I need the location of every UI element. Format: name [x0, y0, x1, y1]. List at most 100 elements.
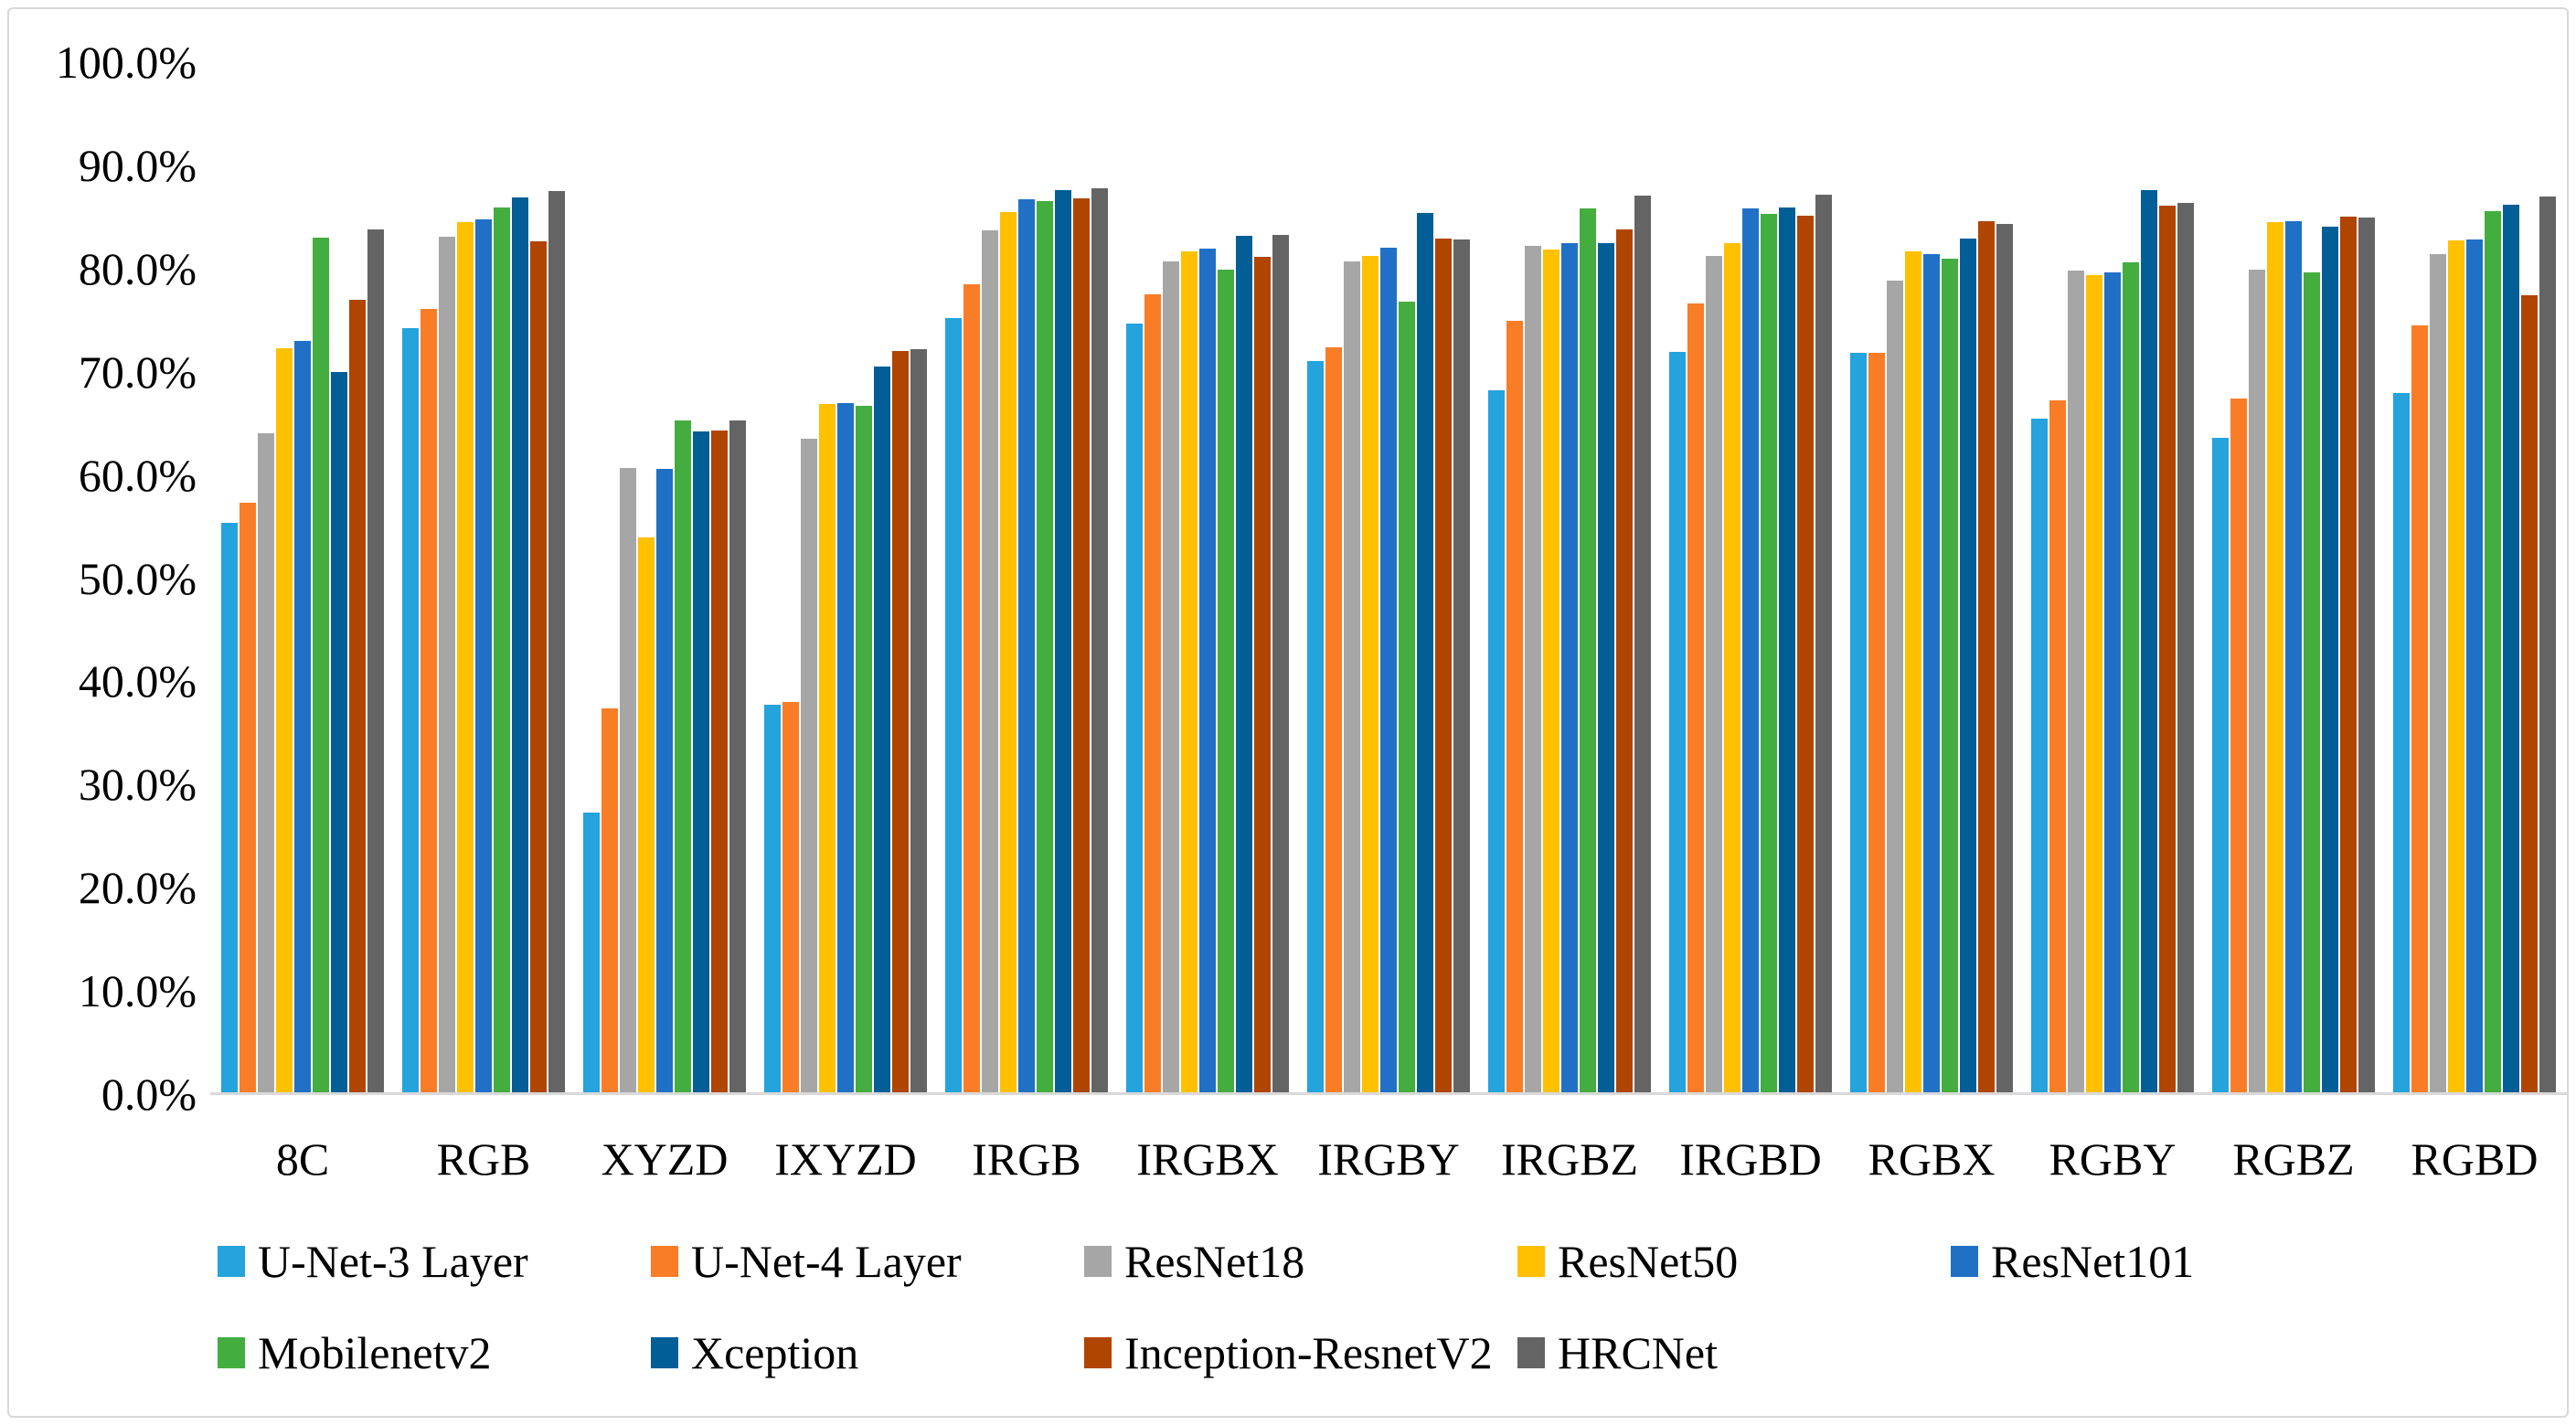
bar-group-irgby — [1298, 62, 1479, 1094]
legend-item: ResNet101 — [1951, 1236, 2384, 1287]
bar — [240, 503, 256, 1094]
bar — [2230, 399, 2247, 1094]
legend-swatch-icon — [218, 1337, 245, 1368]
legend-swatch-icon — [651, 1246, 678, 1277]
bar-group-rgby — [2022, 62, 2203, 1094]
bar — [782, 701, 799, 1094]
x-axis-line — [210, 1092, 2567, 1095]
bar — [2177, 202, 2194, 1094]
bar — [2466, 239, 2483, 1094]
bar — [601, 707, 618, 1094]
bar — [475, 218, 492, 1094]
bar — [638, 537, 655, 1094]
bar — [1181, 250, 1198, 1094]
bar — [512, 197, 528, 1094]
bar — [1236, 235, 1252, 1094]
bar — [1868, 353, 1885, 1094]
legend-item: U-Net-3 Layer — [218, 1236, 651, 1287]
bar — [1978, 220, 1995, 1094]
x-category-label: RGBX — [1868, 1133, 1996, 1185]
x-category-label: IRGBX — [1136, 1133, 1279, 1185]
y-tick-label: 0.0% — [101, 1069, 197, 1120]
legend-item: Inception-ResnetV2 — [1084, 1327, 1517, 1378]
bar — [2539, 196, 2556, 1094]
bar — [2448, 240, 2464, 1094]
bar — [276, 347, 293, 1094]
legend-item: Xception — [651, 1327, 1084, 1378]
bar — [1362, 256, 1378, 1094]
bar — [2068, 271, 2084, 1094]
bar — [1018, 199, 1035, 1094]
bar — [2141, 190, 2157, 1094]
bar — [1073, 198, 1090, 1094]
x-category-label: IRGBD — [1679, 1133, 1822, 1185]
bar — [819, 403, 836, 1094]
bar — [656, 468, 673, 1094]
bar — [1942, 258, 1958, 1094]
bar — [548, 191, 565, 1094]
bar — [1399, 301, 1415, 1094]
bar — [1380, 248, 1397, 1094]
bar — [2411, 324, 2428, 1094]
legend: U-Net-3 Layer U-Net-4 Layer ResNet18 ResNet… — [218, 1236, 2393, 1378]
bar — [2304, 272, 2320, 1094]
x-category-label: XYZD — [601, 1133, 729, 1185]
bar — [1850, 353, 1867, 1094]
bar — [729, 420, 746, 1094]
bar-group-irgbx — [1117, 62, 1298, 1094]
bar — [1055, 190, 1071, 1094]
legend-item: HRCNet — [1517, 1327, 1951, 1378]
x-category-label: 8C — [275, 1133, 330, 1185]
bar — [1724, 242, 1740, 1094]
x-category-label: RGBY — [2049, 1133, 2177, 1185]
bar — [2503, 204, 2519, 1094]
bar — [1887, 281, 1903, 1094]
bar — [2104, 272, 2121, 1094]
legend-item: ResNet18 — [1084, 1236, 1517, 1287]
bar — [331, 371, 347, 1094]
bar — [1344, 261, 1360, 1094]
bar — [1905, 250, 1921, 1094]
y-tick-label: 100.0% — [55, 37, 197, 88]
bar — [1000, 211, 1017, 1094]
y-tick-label: 30.0% — [78, 759, 197, 811]
bar-group-irgbz — [1479, 62, 1660, 1094]
y-tick-label: 60.0% — [78, 449, 197, 501]
bar — [764, 705, 781, 1094]
y-tick-label: 90.0% — [78, 139, 197, 191]
legend-label: U-Net-3 Layer — [258, 1236, 528, 1287]
bar — [1616, 229, 1633, 1094]
bar — [1996, 224, 2013, 1094]
legend-label: Inception-ResnetV2 — [1124, 1327, 1493, 1378]
bar — [1525, 245, 1541, 1094]
bar — [2249, 269, 2265, 1094]
y-tick-label: 70.0% — [78, 346, 197, 398]
legend-label: ResNet18 — [1124, 1236, 1305, 1287]
bar — [2485, 210, 2501, 1094]
legend-swatch-icon — [1517, 1337, 1545, 1368]
bar — [837, 402, 854, 1094]
bar — [2049, 400, 2066, 1094]
bar — [1037, 201, 1053, 1094]
x-category-label: RGBD — [2411, 1133, 2539, 1185]
bar — [874, 367, 890, 1094]
bar — [945, 318, 962, 1094]
bar — [1598, 242, 1614, 1094]
bar — [675, 420, 691, 1094]
legend-label: HRCNet — [1558, 1327, 1718, 1378]
bar — [711, 431, 728, 1094]
bar — [1506, 321, 1523, 1094]
bar — [1797, 216, 1814, 1094]
legend-swatch-icon — [651, 1337, 678, 1368]
bar — [1742, 208, 1759, 1094]
bar — [402, 328, 419, 1094]
legend-swatch-icon — [218, 1246, 245, 1277]
y-tick-label: 40.0% — [78, 655, 197, 707]
bar-group-ixyzd — [755, 62, 936, 1094]
bar — [2285, 220, 2302, 1094]
bar — [294, 340, 311, 1094]
y-tick-label: 10.0% — [78, 965, 197, 1017]
legend-swatch-icon — [1951, 1246, 1978, 1277]
bar-group-rgbz — [2203, 62, 2384, 1094]
legend-label: Mobilenetv2 — [258, 1327, 492, 1378]
